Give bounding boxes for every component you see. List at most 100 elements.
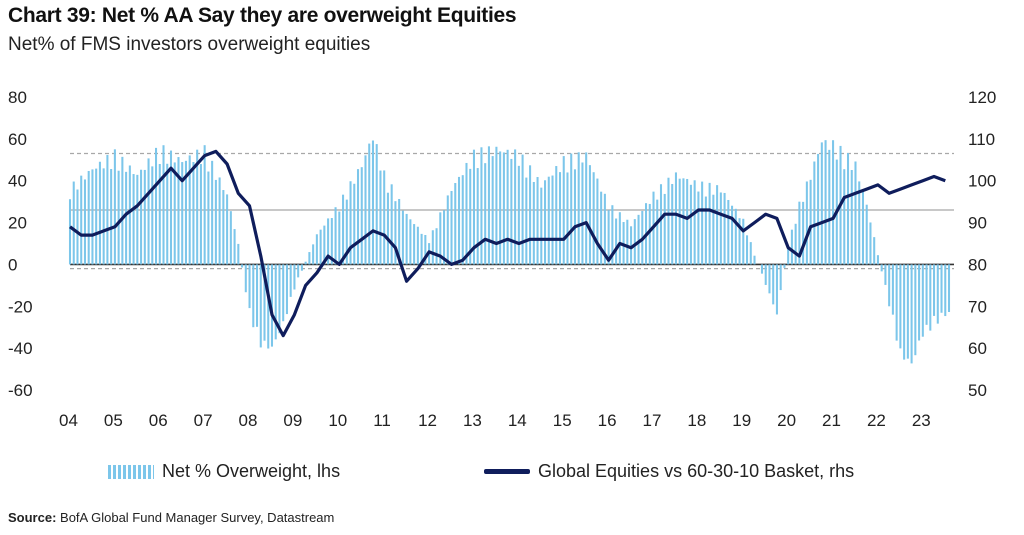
bar: [334, 207, 337, 265]
bar: [233, 229, 236, 265]
x-tick-label: 04: [59, 411, 78, 430]
bar: [704, 196, 707, 265]
bar: [401, 210, 404, 265]
bar: [779, 264, 782, 291]
bar: [484, 163, 487, 265]
bar: [865, 204, 868, 265]
line-path: [69, 149, 946, 338]
y-right-tick-label: 50: [968, 381, 987, 400]
bar: [267, 264, 270, 349]
bar: [308, 252, 311, 265]
bar: [241, 264, 244, 268]
bar: [813, 161, 816, 265]
bar: [869, 222, 872, 265]
bar: [203, 145, 206, 265]
bar: [248, 264, 251, 309]
bar: [555, 166, 558, 265]
bar: [809, 179, 812, 265]
bar: [222, 190, 225, 265]
bar: [701, 181, 704, 265]
y-left-tick-label: -40: [8, 339, 33, 358]
bar: [83, 179, 86, 265]
bar: [416, 226, 419, 265]
bar: [95, 168, 98, 265]
bar: [544, 180, 547, 265]
bar: [155, 147, 158, 265]
bar: [637, 214, 640, 265]
bar: [570, 153, 573, 265]
bar: [87, 170, 90, 265]
bar: [413, 224, 416, 265]
bar: [585, 152, 588, 265]
bar: [169, 150, 173, 265]
bar: [540, 187, 543, 265]
bar: [846, 153, 850, 265]
bar: [454, 183, 457, 265]
bar: [499, 151, 502, 265]
bar: [293, 264, 296, 290]
bar: [274, 264, 277, 340]
chart-title: Chart 39: Net % AA Say they are overweig…: [8, 4, 517, 27]
y-left-tick-label: 60: [8, 130, 27, 149]
bar: [491, 156, 494, 265]
bar: [244, 264, 247, 293]
y-right-tick-label: 80: [968, 255, 987, 274]
bar: [832, 140, 835, 265]
bar: [689, 184, 692, 265]
bar: [151, 166, 154, 265]
bar: [192, 161, 195, 265]
bar: [375, 144, 378, 265]
bar: [80, 175, 83, 265]
bar: [211, 160, 214, 265]
bar: [521, 154, 524, 265]
bar: [667, 177, 670, 265]
x-tick-label: 18: [687, 411, 706, 430]
bar: [824, 140, 827, 265]
bar: [682, 178, 685, 265]
bar: [132, 174, 135, 265]
bar: [588, 165, 591, 265]
bar: [712, 194, 715, 265]
bar: [379, 170, 382, 265]
bar: [510, 158, 513, 265]
bar: [783, 264, 786, 268]
bar: [263, 264, 266, 341]
bar: [903, 264, 906, 360]
legend-item-line: Global Equities vs 60-30-10 Basket, rhs: [484, 461, 854, 482]
bar: [914, 264, 917, 356]
bar: [386, 192, 389, 265]
bar: [929, 264, 932, 331]
legend-bar-swatch: [108, 464, 154, 479]
x-tick-label: 17: [643, 411, 662, 430]
y-left-tick-label: 0: [8, 255, 17, 274]
x-tick-label: 08: [239, 411, 258, 430]
bar: [68, 199, 72, 265]
bar: [899, 264, 902, 349]
bar: [121, 156, 124, 265]
bar: [618, 212, 621, 265]
bar: [723, 192, 726, 265]
bar: [166, 163, 169, 265]
bar: [330, 218, 333, 265]
bar: [558, 172, 562, 265]
bar: [671, 183, 674, 265]
bar: [884, 264, 887, 285]
bar: [742, 218, 745, 265]
y-right-tick-label: 120: [968, 88, 996, 107]
bar: [921, 264, 924, 337]
y-left-tick-label: 20: [8, 214, 27, 233]
bar: [278, 264, 281, 334]
y-axis-left: 80 60 40 20 0 -20 -40 -60: [8, 88, 33, 400]
bar: [147, 158, 150, 265]
x-tick-label: 20: [777, 411, 796, 430]
bar: [237, 243, 240, 265]
bar: [858, 181, 861, 265]
bar: [255, 264, 259, 327]
bar: [98, 161, 101, 265]
bar: [360, 167, 363, 265]
bar: [252, 264, 255, 328]
bar: [880, 264, 883, 272]
bar: [798, 201, 801, 265]
x-axis: 04 05 06 07 08 09 10 11 12 13 14 15 16 17 18 19 20 21 22 23: [59, 411, 931, 430]
bar: [596, 178, 599, 265]
